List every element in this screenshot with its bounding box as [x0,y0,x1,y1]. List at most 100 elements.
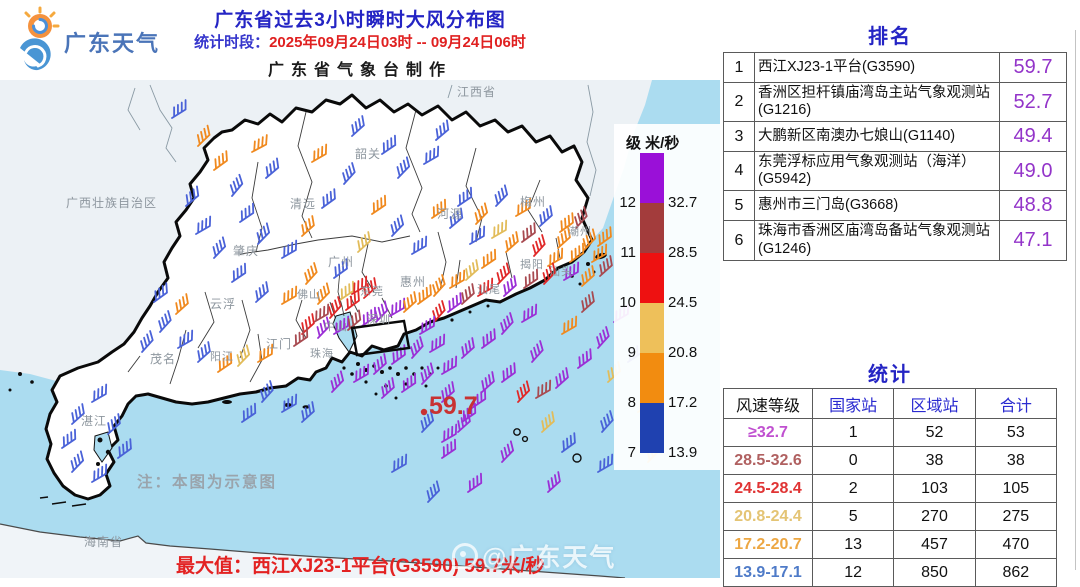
wind-barb [435,119,450,141]
legend-level-label: 7 [628,444,636,461]
peninsula-dashes [39,496,87,507]
wind-barb [236,344,251,367]
region-label: 珠海 [310,346,334,360]
max-wind-point: 59.7 [420,392,478,420]
legend-level-label: 9 [628,344,636,361]
rank-cell: 1 [723,52,755,83]
map-note: 注：本图为示意图 [137,472,277,491]
wind-barb [469,225,486,245]
region-label: 阳江 [210,350,234,363]
national-count-cell: 1 [811,418,895,447]
wind-barb [71,403,85,425]
total-count-cell: 105 [974,474,1058,503]
side-panel: 排名 1 西江XJ23-1平台(G3590) 59.7 2 香洲区担杆镇庙湾岛主站气象观… [720,0,1080,587]
total-count-cell: 862 [974,558,1058,587]
wind-barb [447,292,462,313]
legend-speed-label: 28.5 [668,244,697,261]
wind-barb [158,310,172,333]
wind-barb [357,231,371,253]
wind-barb [91,383,108,403]
wind-barb [432,274,446,297]
watermark: @广东天气 [452,538,616,574]
wind-barb [547,247,564,267]
wind-barb [441,423,458,443]
region-label: 中山 [324,320,348,333]
ranking-row: 4 东莞浮标应用气象观测站（海洋）(G5942) 49.0 [723,151,1067,192]
wind-barb [373,353,387,375]
legend-segment [640,253,664,303]
legend-backdrop [614,124,720,470]
wind-barb [374,300,389,323]
legend: 级 米/秒 12 32.7 11 28.5 10 24.5 9 20.8 8 17.2 7 13.9 [619,134,697,461]
wind-barb [465,259,479,281]
regional-count-cell: 52 [893,418,976,447]
wind-barb [547,471,561,493]
wind-barb [574,206,588,229]
legend-level-label: 8 [628,394,636,411]
wind-barb [503,275,517,297]
max-point-value: 59.7 [429,392,478,420]
stats-header-cell: 合计 [974,388,1058,419]
wind-barb [281,285,298,305]
hainan-coastline [0,523,626,578]
region-label: 佛山 [297,288,321,301]
region-label: 揭阳 [520,257,544,271]
regional-count-cell: 270 [893,502,976,531]
wind-barb [251,134,268,153]
wind-barb [345,290,360,311]
wind-barb [419,315,436,335]
wind-barb [381,377,395,399]
stats-row: 20.8-24.4 5 270 275 [723,502,1058,531]
national-count-cell: 5 [811,502,895,531]
wind-barb [195,215,212,235]
wind-barb [539,205,553,227]
wind-barb [107,413,121,435]
stats-row: 24.5-28.4 2 103 105 [723,474,1058,503]
national-count-cell: 2 [811,474,895,503]
wind-barb [229,173,244,197]
wind-barb [316,316,331,339]
wind-barb [461,337,475,359]
wind-barb [542,262,557,285]
wind-barb [481,248,497,269]
wind-barb [339,280,355,301]
total-count-cell: 470 [974,530,1058,559]
wind-barb [363,277,377,299]
speed-range-cell: 24.5-28.4 [723,474,813,503]
region-label: 广州 [328,255,354,269]
wind-barb [301,313,315,335]
legend-segment [640,203,664,253]
wind-barb [61,428,77,449]
wind-barb [521,222,536,243]
wind-barb [353,363,370,383]
wind-value-cell: 49.0 [999,151,1067,192]
wind-barb [390,214,405,237]
regional-count-cell: 38 [893,446,976,475]
total-count-cell: 275 [974,502,1058,531]
speed-range-cell: 20.8-24.4 [723,502,813,531]
stats-table: 风速等级 国家站 区域站 合计 ≥32.7 1 52 53 28.5-32.6 0 38 38 24.… [723,388,1058,587]
wind-barb [301,215,315,237]
wind-barb [213,150,228,171]
max-point-dot [420,408,428,416]
legend-segment [640,153,664,203]
wind-barb [474,202,489,225]
legend-header: 级 米/秒 [626,134,679,152]
neighbor-borders [127,84,597,197]
total-count-cell: 38 [974,446,1058,475]
region-label: 东莞 [360,285,384,298]
wind-barb [420,362,435,385]
legend-level-label: 10 [619,294,636,311]
wind-barb [467,472,483,493]
legend-segment [640,353,664,403]
wind-barb [449,269,466,289]
wind-barb [381,134,397,155]
wind-barb [491,219,508,239]
watermark-text: @广东天气 [482,544,617,572]
wind-barb [257,343,274,363]
speed-range-cell: 13.9-17.1 [723,558,813,587]
wind-barb [563,261,580,281]
logo-icon [20,6,60,71]
legend-level-label: 12 [619,194,636,211]
